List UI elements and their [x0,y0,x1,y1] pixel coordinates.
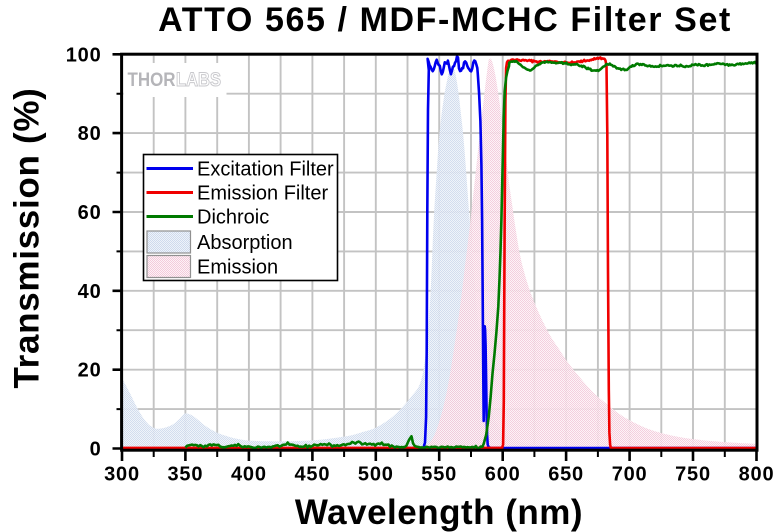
svg-text:Emission Filter: Emission Filter [197,183,328,205]
svg-text:Absorption: Absorption [197,232,293,254]
svg-text:650: 650 [548,464,584,486]
svg-text:Transmission (%): Transmission (%) [8,88,47,389]
svg-text:600: 600 [485,464,521,486]
svg-text:100: 100 [66,44,102,66]
svg-text:550: 550 [421,464,457,486]
svg-text:ATTO 565 / MDF-MCHC Filter Set: ATTO 565 / MDF-MCHC Filter Set [158,1,732,39]
svg-text:500: 500 [358,464,394,486]
svg-text:750: 750 [675,464,711,486]
svg-text:Emission: Emission [197,257,278,279]
svg-text:THOR: THOR [128,69,176,91]
svg-text:800: 800 [739,464,775,486]
svg-text:Excitation Filter: Excitation Filter [197,159,334,181]
svg-text:LABS: LABS [176,69,221,91]
svg-text:Dichroic: Dichroic [197,207,269,229]
svg-text:60: 60 [78,202,102,224]
svg-text:80: 80 [78,123,102,145]
svg-text:350: 350 [168,464,204,486]
svg-text:400: 400 [231,464,267,486]
svg-text:40: 40 [78,281,102,303]
svg-text:700: 700 [612,464,648,486]
svg-text:0: 0 [90,439,102,461]
svg-text:450: 450 [295,464,331,486]
svg-text:20: 20 [78,360,102,382]
svg-text:Wavelength (nm): Wavelength (nm) [295,493,583,532]
svg-text:300: 300 [104,464,140,486]
